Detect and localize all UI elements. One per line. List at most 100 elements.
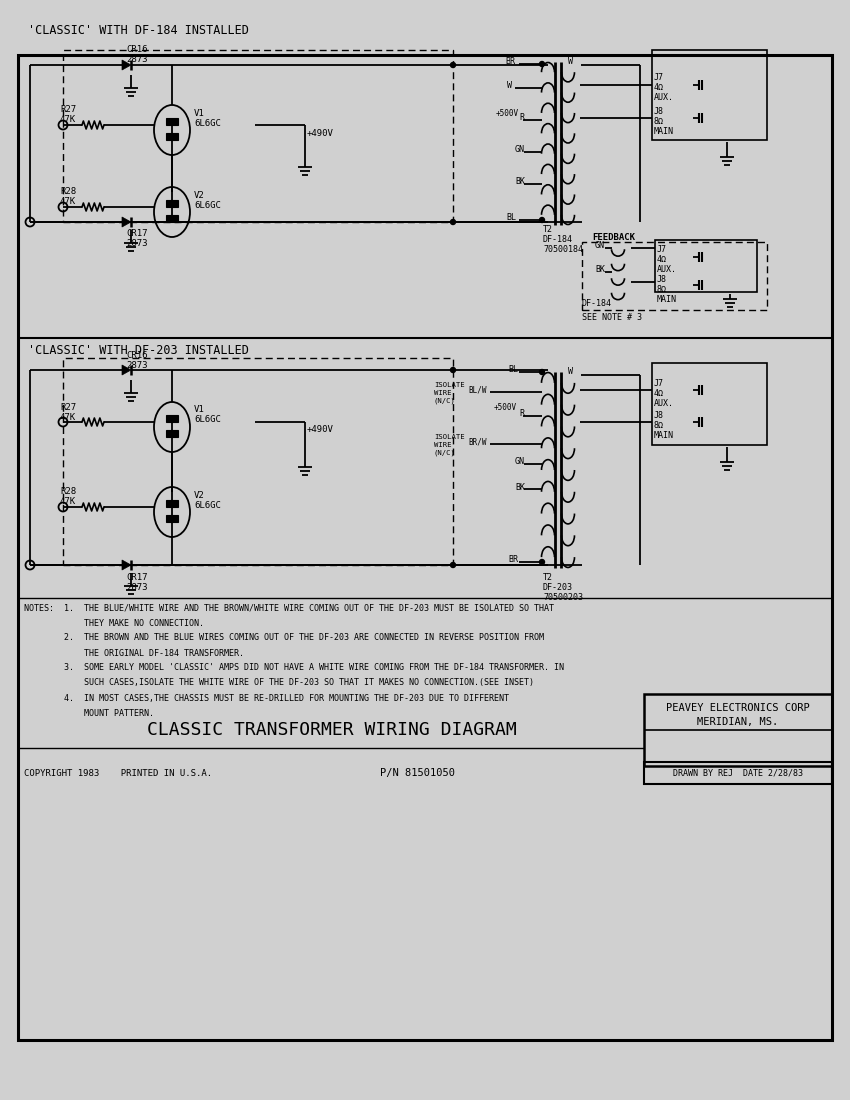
Text: DF-184: DF-184 — [582, 299, 612, 308]
Text: MAIN: MAIN — [657, 296, 677, 305]
Text: J7: J7 — [654, 74, 664, 82]
Text: 6L6GC: 6L6GC — [194, 416, 221, 425]
Text: 2873: 2873 — [126, 583, 148, 592]
Text: W: W — [568, 57, 573, 66]
Text: 4Ω: 4Ω — [654, 388, 664, 397]
Bar — [644, 694, 832, 766]
Text: 4.  IN MOST CASES,THE CHASSIS MUST BE RE-DRILLED FOR MOUNTING THE DF-203 DUE TO : 4. IN MOST CASES,THE CHASSIS MUST BE RE-… — [24, 693, 509, 703]
Text: W: W — [568, 367, 573, 376]
Bar — [166, 500, 178, 507]
Bar — [166, 415, 178, 422]
Text: 3.  SOME EARLY MODEL 'CLASSIC' AMPS DID NOT HAVE A WHITE WIRE COMING FROM THE DF: 3. SOME EARLY MODEL 'CLASSIC' AMPS DID N… — [24, 663, 564, 672]
Text: 70500203: 70500203 — [543, 593, 583, 602]
Circle shape — [450, 220, 456, 224]
Text: R: R — [519, 113, 524, 122]
Bar — [166, 430, 178, 437]
Text: (N/C): (N/C) — [434, 450, 456, 456]
Text: V1: V1 — [194, 109, 205, 118]
Text: J8: J8 — [654, 107, 664, 116]
Text: R: R — [519, 409, 524, 418]
Text: AUX.: AUX. — [654, 398, 674, 407]
Text: V2: V2 — [194, 190, 205, 199]
Bar — [652, 363, 767, 446]
Circle shape — [540, 218, 545, 222]
Bar — [63, 358, 453, 565]
Text: WIRE: WIRE — [434, 442, 451, 448]
Text: T2: T2 — [543, 572, 553, 582]
Text: 2.  THE BROWN AND THE BLUE WIRES COMING OUT OF THE DF-203 ARE CONNECTED IN REVER: 2. THE BROWN AND THE BLUE WIRES COMING O… — [24, 634, 544, 642]
Text: MAIN: MAIN — [654, 126, 674, 135]
Circle shape — [540, 370, 545, 374]
Text: MOUNT PATTERN.: MOUNT PATTERN. — [24, 708, 154, 717]
Bar — [166, 118, 178, 125]
Text: SUCH CASES,ISOLATE THE WHITE WIRE OF THE DF-203 SO THAT IT MAKES NO CONNECTION.(: SUCH CASES,ISOLATE THE WHITE WIRE OF THE… — [24, 679, 534, 688]
Text: 47K: 47K — [60, 497, 76, 506]
Bar — [655, 240, 757, 292]
Bar — [166, 214, 178, 222]
Polygon shape — [122, 560, 131, 570]
Text: +500V: +500V — [494, 403, 517, 411]
Text: GN: GN — [515, 145, 525, 154]
Text: W: W — [507, 81, 512, 90]
Text: GN: GN — [595, 242, 605, 251]
Text: 47K: 47K — [60, 198, 76, 207]
Text: 'CLASSIC' WITH DF-203 INSTALLED: 'CLASSIC' WITH DF-203 INSTALLED — [28, 343, 249, 356]
Polygon shape — [122, 217, 131, 227]
Text: BR/W: BR/W — [468, 438, 486, 447]
Text: 47K: 47K — [60, 116, 76, 124]
Text: 70500184: 70500184 — [543, 245, 583, 254]
Text: 4Ω: 4Ω — [654, 84, 664, 92]
Text: CR16: CR16 — [126, 351, 148, 360]
Bar — [644, 762, 832, 784]
Text: BR: BR — [508, 556, 518, 564]
Text: V2: V2 — [194, 491, 205, 499]
Text: J7: J7 — [654, 378, 664, 387]
Bar — [652, 50, 767, 140]
Bar — [582, 242, 767, 310]
Bar — [63, 50, 453, 222]
Bar — [166, 200, 178, 207]
Text: BL: BL — [508, 365, 518, 374]
Text: AUX.: AUX. — [657, 264, 677, 274]
Text: GN: GN — [515, 458, 525, 466]
Text: MAIN: MAIN — [654, 430, 674, 440]
Text: THEY MAKE NO CONNECTION.: THEY MAKE NO CONNECTION. — [24, 618, 204, 627]
Text: 6L6GC: 6L6GC — [194, 200, 221, 209]
Text: 2873: 2873 — [126, 55, 148, 65]
Text: AUX.: AUX. — [654, 94, 674, 102]
Text: J7: J7 — [657, 244, 667, 253]
Text: ISOLATE: ISOLATE — [434, 382, 465, 388]
Text: V1: V1 — [194, 406, 205, 415]
Text: P/N 81501050: P/N 81501050 — [381, 768, 456, 778]
Text: DRAWN BY REJ  DATE 2/28/83: DRAWN BY REJ DATE 2/28/83 — [673, 769, 803, 778]
Text: CR17: CR17 — [126, 230, 148, 239]
Text: CR17: CR17 — [126, 572, 148, 582]
Text: NOTES:  1.  THE BLUE/WHITE WIRE AND THE BROWN/WHITE WIRE COMING OUT OF THE DF-20: NOTES: 1. THE BLUE/WHITE WIRE AND THE BR… — [24, 604, 554, 613]
Text: J8: J8 — [654, 410, 664, 419]
Text: R28: R28 — [60, 487, 76, 496]
Polygon shape — [122, 60, 131, 70]
Text: 47K: 47K — [60, 412, 76, 421]
Text: J8: J8 — [657, 275, 667, 285]
Text: +490V: +490V — [307, 426, 334, 434]
Circle shape — [540, 560, 545, 564]
Text: 2873: 2873 — [126, 361, 148, 370]
Text: +490V: +490V — [307, 129, 334, 138]
Text: DF-203: DF-203 — [543, 583, 573, 592]
Text: BL/W: BL/W — [468, 385, 486, 395]
Text: 6L6GC: 6L6GC — [194, 500, 221, 509]
Text: 4Ω: 4Ω — [657, 254, 667, 264]
Text: SEE NOTE # 3: SEE NOTE # 3 — [582, 312, 642, 321]
Text: R27: R27 — [60, 403, 76, 411]
Text: BR: BR — [505, 57, 515, 66]
Text: 8Ω: 8Ω — [654, 117, 664, 125]
Circle shape — [450, 63, 456, 67]
Text: ISOLATE: ISOLATE — [434, 434, 465, 440]
Circle shape — [540, 62, 545, 66]
Text: 2873: 2873 — [126, 240, 148, 249]
Text: MERIDIAN, MS.: MERIDIAN, MS. — [697, 717, 779, 727]
Bar — [166, 515, 178, 522]
Text: CLASSIC TRANSFORMER WIRING DIAGRAM: CLASSIC TRANSFORMER WIRING DIAGRAM — [147, 720, 517, 739]
Text: PEAVEY ELECTRONICS CORP: PEAVEY ELECTRONICS CORP — [666, 703, 810, 713]
Text: R28: R28 — [60, 187, 76, 197]
